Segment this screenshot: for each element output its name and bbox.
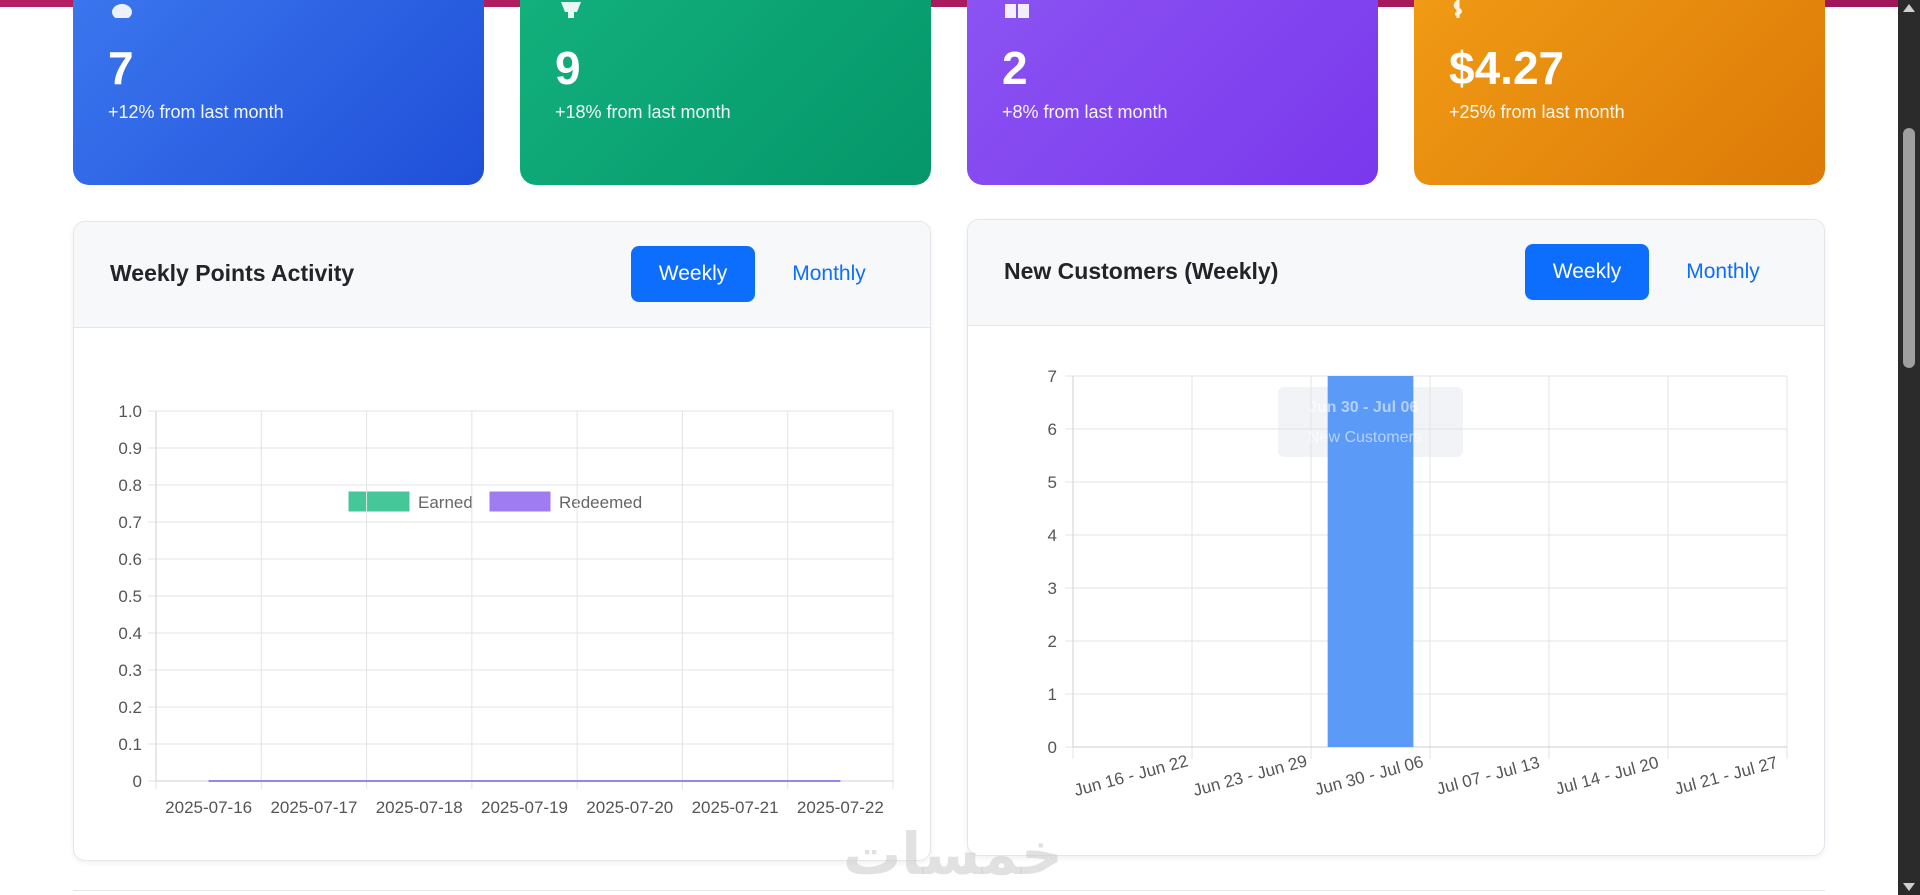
legend-swatch (348, 491, 410, 512)
stat-value: 7 (108, 42, 134, 94)
stat-change: +8% from last month (1002, 102, 1168, 122)
customers-bar-chart: 7 6 5 4 3 2 1 0 Jun 30 - Jul 06 New Customers Jun … (1048, 367, 1788, 800)
panel-header: Weekly Points Activity Weekly Monthly (74, 222, 930, 328)
bar (1327, 376, 1414, 747)
next-panel-edge (73, 890, 1825, 895)
x-tick-label: Jun 16 - Jun 22 (1072, 751, 1190, 800)
y-tick-label: 3 (1048, 579, 1057, 598)
y-tick-label: 0.3 (118, 661, 142, 680)
y-tick-label: 7 (1048, 367, 1057, 386)
y-tick-label: 4 (1048, 526, 1057, 545)
stat-change: +25% from last month (1449, 102, 1625, 122)
y-tick-label: 0.2 (118, 698, 142, 717)
x-tick-label: 2025-07-20 (586, 798, 673, 817)
gift-icon (1005, 4, 1029, 18)
x-tick-label: Jun 30 - Jul 06 (1313, 752, 1426, 799)
x-tick-label: Jul 07 - Jul 13 (1434, 753, 1541, 799)
stat-change: +18% from last month (555, 102, 731, 122)
users-icon (112, 4, 132, 18)
x-tick-label: 2025-07-16 (165, 798, 252, 817)
scroll-up-icon[interactable] (1903, 4, 1915, 12)
top-accent-bar (0, 0, 1898, 7)
panel-title: New Customers (Weekly) (1004, 258, 1279, 284)
x-tick-label: 2025-07-17 (270, 798, 357, 817)
y-tick-label: 0.1 (118, 735, 142, 754)
y-tick-label: 1 (1048, 685, 1057, 704)
y-tick-label: 0.6 (118, 550, 142, 569)
points-activity-panel: Weekly Points Activity Weekly Monthly Ea… (73, 221, 931, 861)
stat-card-customers: 7 +12% from last month (73, 0, 484, 185)
y-tick-label: 5 (1048, 473, 1057, 492)
stat-card-revenue: $4.27 +25% from last month (1414, 0, 1825, 185)
stat-value: 9 (555, 42, 581, 94)
x-tick-label: Jul 14 - Jul 20 (1553, 753, 1660, 799)
monthly-button[interactable]: Monthly (1686, 260, 1760, 283)
x-tick-label: Jul 21 - Jul 27 (1672, 753, 1779, 799)
page-scrollbar[interactable] (1898, 0, 1920, 895)
y-tick-label: 0.9 (118, 439, 142, 458)
legend-label: Earned (418, 493, 473, 512)
y-tick-label: 1.0 (118, 402, 142, 421)
panel-header: New Customers (Weekly) Weekly Monthly (968, 220, 1824, 326)
new-customers-panel: New Customers (Weekly) Weekly Monthly 7 6… (967, 219, 1825, 856)
y-tick-label: 0.4 (118, 624, 142, 643)
y-tick-label: 6 (1048, 420, 1057, 439)
watermark-logo: خمسات (843, 820, 1063, 888)
points-line-chart: Earned Redeemed 1.0 0.9 0.8 0.7 0.6 0.5 0.4 0.3 0.… (118, 402, 894, 817)
tooltip-title: Jun 30 - Jul 06 (1308, 399, 1418, 416)
y-tick-label: 0 (133, 772, 142, 791)
y-tick-label: 0.5 (118, 587, 142, 606)
tooltip-body: New Customers (1308, 429, 1422, 446)
scrollbar-thumb[interactable] (1903, 128, 1915, 368)
stat-card-points: 9 +18% from last month (520, 0, 931, 185)
monthly-button[interactable]: Monthly (792, 262, 866, 285)
y-tick-label: 0 (1048, 738, 1057, 757)
y-tick-label: 0.8 (118, 476, 142, 495)
dollar-icon (1453, 0, 1462, 18)
y-tick-label: 2 (1048, 632, 1057, 651)
y-tick-label: 0.7 (118, 513, 142, 532)
weekly-button[interactable]: Weekly (631, 246, 755, 302)
legend-label: Redeemed (559, 493, 642, 512)
trophy-icon (561, 2, 581, 18)
panel-title: Weekly Points Activity (110, 260, 355, 286)
x-tick-label: 2025-07-19 (481, 798, 568, 817)
legend-swatch (489, 491, 551, 512)
weekly-button[interactable]: Weekly (1525, 244, 1649, 300)
x-tick-label: Jun 23 - Jun 29 (1191, 751, 1309, 800)
x-tick-label: 2025-07-22 (797, 798, 884, 817)
stat-value: $4.27 (1449, 42, 1565, 94)
x-tick-label: 2025-07-18 (376, 798, 463, 817)
scroll-down-icon[interactable] (1903, 883, 1915, 891)
x-tick-label: 2025-07-21 (692, 798, 779, 817)
stat-change: +12% from last month (108, 102, 284, 122)
stat-value: 2 (1002, 42, 1028, 94)
stat-card-rewards: 2 +8% from last month (967, 0, 1378, 185)
